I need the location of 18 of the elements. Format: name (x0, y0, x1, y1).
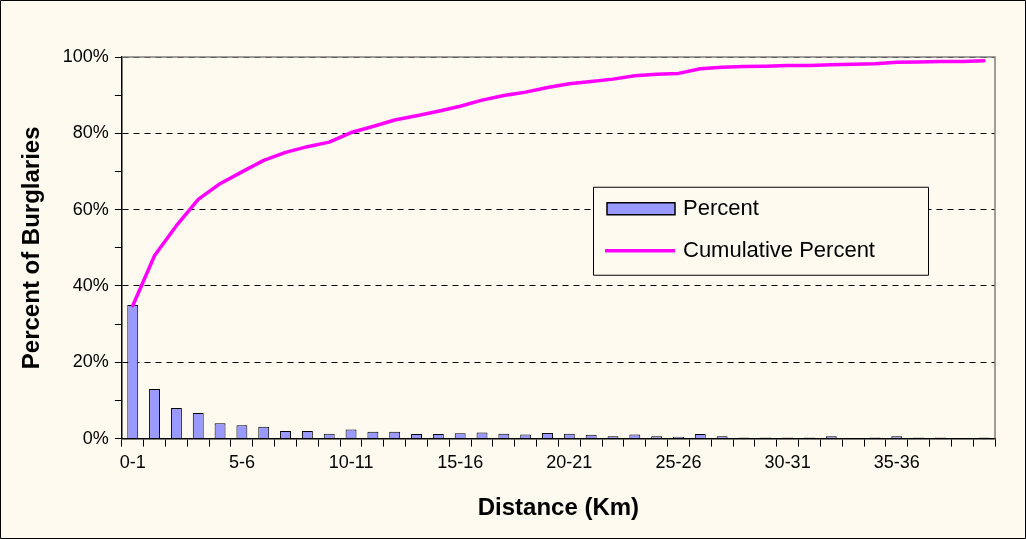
y-axis-title: Percent of Burglaries (17, 126, 45, 370)
x-tick-label: 20-21 (546, 452, 593, 473)
legend-label: Cumulative Percent (683, 236, 875, 262)
x-tick-label: 30-31 (764, 452, 811, 473)
y-tick-label: 60% (72, 198, 109, 219)
x-tick-label: 5-6 (228, 452, 255, 473)
y-tick-label: 100% (62, 45, 109, 66)
y-tick-label: 20% (72, 351, 109, 372)
x-tick-label: 10-11 (328, 452, 374, 473)
x-tick-label: 35-36 (873, 452, 920, 473)
x-tick-label: 0-1 (119, 452, 146, 473)
y-tick-label: 80% (72, 122, 109, 143)
y-tick-label: 40% (72, 274, 109, 295)
y-tick-label: 0% (82, 427, 109, 448)
x-axis-title: Distance (Km) (477, 493, 640, 521)
x-tick-label: 25-26 (655, 452, 702, 473)
x-tick-label: 15-16 (437, 452, 484, 473)
legend-label: Percent (683, 194, 759, 220)
